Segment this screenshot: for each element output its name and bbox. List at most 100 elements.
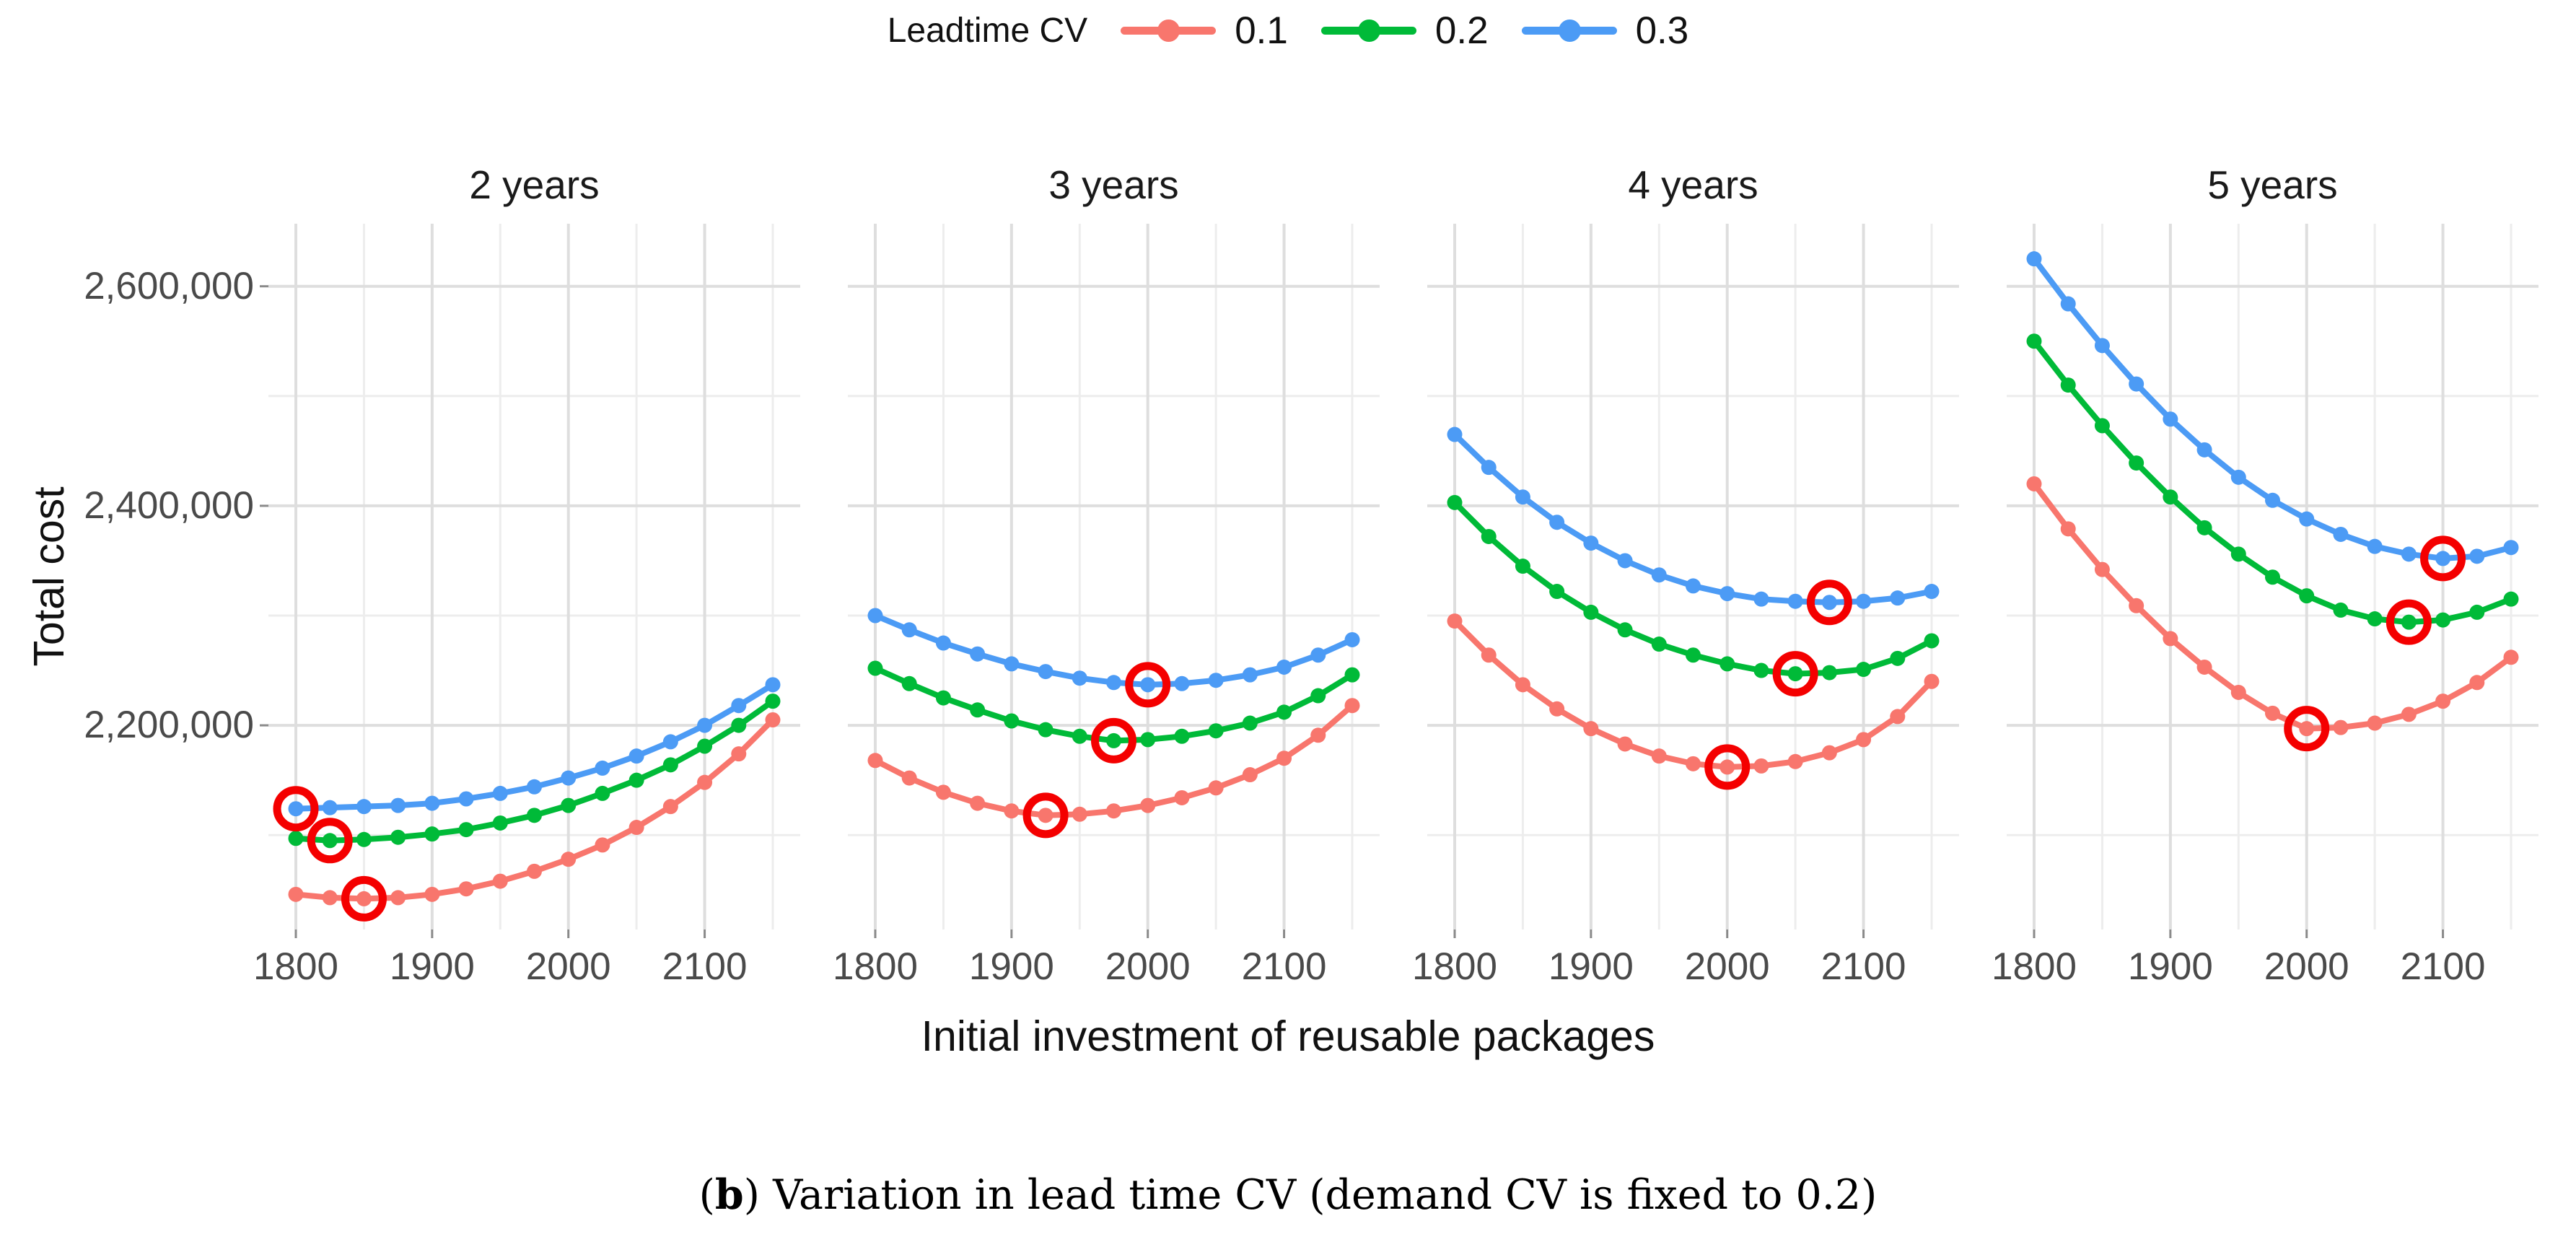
data-point bbox=[1617, 736, 1633, 752]
data-point bbox=[2299, 588, 2315, 604]
data-point bbox=[662, 734, 678, 750]
x-tick-label: 2000 bbox=[1684, 945, 1770, 988]
data-point bbox=[2196, 442, 2212, 458]
caption-bold-label: b bbox=[714, 1171, 744, 1219]
data-point bbox=[765, 694, 781, 709]
data-point bbox=[458, 791, 474, 807]
data-point bbox=[1549, 701, 1565, 717]
minimum-circle bbox=[2420, 535, 2466, 582]
data-point bbox=[1344, 698, 1360, 714]
data-point bbox=[2163, 411, 2178, 427]
data-point bbox=[2196, 520, 2212, 535]
data-point bbox=[527, 808, 542, 823]
data-point bbox=[1821, 665, 1837, 681]
data-point bbox=[1242, 667, 1258, 683]
data-point bbox=[1004, 803, 1020, 819]
data-point bbox=[2333, 602, 2349, 618]
minimum-circle bbox=[2386, 599, 2432, 645]
x-tick-label: 1900 bbox=[968, 945, 1054, 988]
data-point bbox=[1549, 515, 1565, 530]
data-point bbox=[1106, 803, 1121, 819]
minimum-circle bbox=[1022, 792, 1069, 839]
data-point bbox=[1106, 732, 1121, 748]
data-point bbox=[697, 738, 713, 754]
data-point bbox=[2367, 611, 2383, 627]
data-point bbox=[561, 797, 577, 813]
x-tick-label: 2000 bbox=[525, 945, 611, 988]
x-tick-label: 1800 bbox=[1412, 945, 1497, 988]
data-point bbox=[492, 785, 508, 801]
data-point bbox=[1310, 727, 1326, 743]
data-point bbox=[1787, 593, 1803, 609]
y-tick-label: 2,600,000 bbox=[84, 264, 254, 307]
data-point bbox=[2367, 715, 2383, 731]
data-point bbox=[595, 760, 610, 776]
data-point bbox=[1719, 759, 1735, 775]
data-point bbox=[1924, 633, 1940, 649]
data-point bbox=[595, 837, 610, 853]
data-point bbox=[1447, 494, 1463, 510]
y-tick-label: 2,200,000 bbox=[84, 704, 254, 747]
data-point bbox=[1208, 673, 1224, 688]
data-point bbox=[356, 891, 372, 906]
data-point bbox=[1310, 688, 1326, 704]
data-point bbox=[731, 698, 747, 714]
data-point bbox=[2094, 418, 2110, 434]
data-point bbox=[697, 717, 713, 733]
data-point bbox=[1276, 704, 1292, 720]
data-point bbox=[424, 795, 440, 811]
data-point bbox=[901, 622, 917, 638]
minimum-circle bbox=[307, 818, 353, 864]
data-point bbox=[1651, 636, 1667, 652]
data-point bbox=[1481, 647, 1497, 663]
data-point bbox=[2435, 694, 2451, 709]
data-point bbox=[288, 886, 304, 902]
data-point bbox=[2163, 631, 2178, 647]
data-point bbox=[2094, 561, 2110, 577]
series-line-cv-0.1 bbox=[2031, 481, 2514, 732]
line-dot-key-icon bbox=[1320, 14, 1416, 46]
series-line-cv-0.3 bbox=[872, 612, 1355, 688]
data-point bbox=[2129, 455, 2145, 471]
x-tick-label: 2100 bbox=[662, 945, 748, 988]
data-point bbox=[970, 646, 986, 662]
x-tick-label: 1800 bbox=[833, 945, 918, 988]
data-point bbox=[424, 886, 440, 902]
data-point bbox=[595, 785, 610, 801]
data-point bbox=[935, 690, 951, 706]
data-point bbox=[1140, 797, 1156, 813]
data-point bbox=[1481, 460, 1497, 476]
data-point bbox=[1242, 715, 1258, 731]
data-point bbox=[2026, 333, 2042, 349]
data-point bbox=[1787, 753, 1803, 769]
data-point bbox=[1276, 659, 1292, 675]
data-point bbox=[2503, 540, 2519, 556]
data-point bbox=[628, 748, 644, 764]
data-point bbox=[2299, 721, 2315, 737]
data-point bbox=[1174, 789, 1190, 805]
data-point bbox=[1481, 528, 1497, 544]
data-point bbox=[1753, 758, 1769, 774]
data-point bbox=[1719, 586, 1735, 602]
data-point bbox=[2401, 546, 2417, 562]
data-point bbox=[1617, 553, 1633, 569]
legend: Leadtime CV 0.1 0.2 0.3 bbox=[0, 4, 2576, 56]
data-point bbox=[322, 800, 338, 815]
data-point bbox=[935, 635, 951, 651]
data-point bbox=[458, 881, 474, 897]
legend-item-cv-02: 0.2 bbox=[1320, 9, 1489, 53]
data-point bbox=[1583, 721, 1599, 737]
data-point bbox=[1004, 656, 1020, 672]
data-point bbox=[2333, 526, 2349, 542]
data-point bbox=[527, 779, 542, 795]
data-point bbox=[1686, 756, 1701, 771]
data-point bbox=[1753, 662, 1769, 678]
data-point bbox=[356, 799, 372, 815]
data-point bbox=[1515, 559, 1530, 574]
data-point bbox=[2060, 296, 2076, 312]
data-point bbox=[1140, 677, 1156, 693]
data-point bbox=[1447, 426, 1463, 442]
data-point bbox=[1787, 666, 1803, 682]
series-line-cv-0.3 bbox=[2031, 255, 2514, 561]
